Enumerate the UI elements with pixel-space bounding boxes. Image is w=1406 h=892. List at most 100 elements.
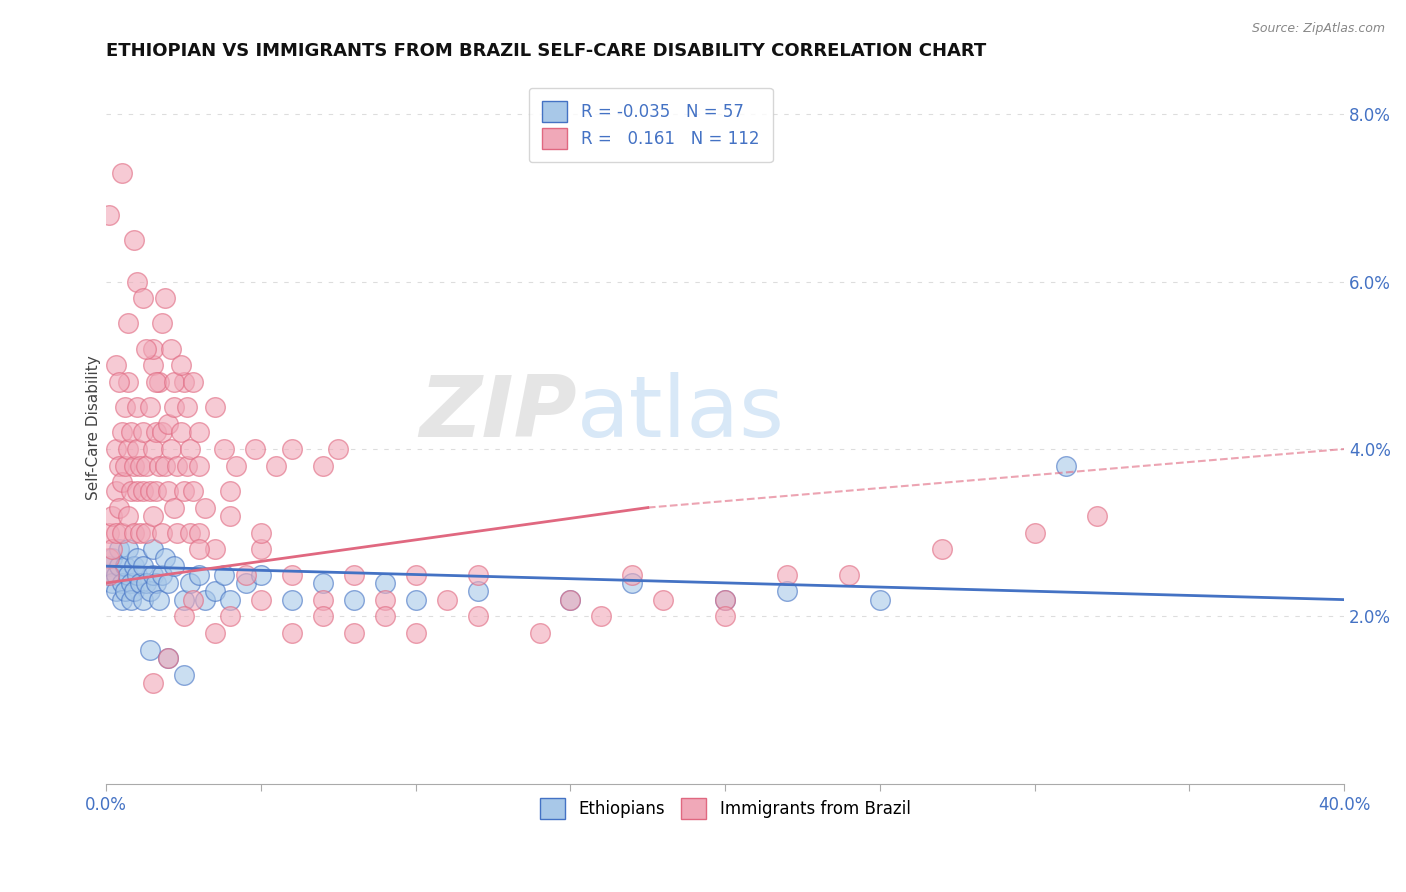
Point bbox=[181, 592, 204, 607]
Point bbox=[467, 584, 489, 599]
Point bbox=[117, 567, 139, 582]
Point bbox=[127, 550, 149, 565]
Text: ETHIOPIAN VS IMMIGRANTS FROM BRAZIL SELF-CARE DISABILITY CORRELATION CHART: ETHIOPIAN VS IMMIGRANTS FROM BRAZIL SELF… bbox=[107, 42, 987, 60]
Point bbox=[869, 592, 891, 607]
Point bbox=[129, 575, 152, 590]
Point bbox=[157, 575, 180, 590]
Point bbox=[117, 542, 139, 557]
Point bbox=[266, 458, 288, 473]
Point bbox=[98, 550, 121, 565]
Point bbox=[776, 567, 799, 582]
Point bbox=[145, 483, 167, 498]
Point bbox=[621, 575, 644, 590]
Legend: Ethiopians, Immigrants from Brazil: Ethiopians, Immigrants from Brazil bbox=[533, 791, 917, 825]
Point bbox=[138, 643, 160, 657]
Point bbox=[188, 458, 211, 473]
Point bbox=[145, 375, 167, 389]
Text: ZIP: ZIP bbox=[419, 372, 576, 455]
Point bbox=[114, 559, 136, 574]
Point bbox=[104, 584, 127, 599]
Point bbox=[219, 592, 242, 607]
Point bbox=[560, 592, 582, 607]
Point bbox=[838, 567, 860, 582]
Point bbox=[250, 542, 273, 557]
Point bbox=[129, 458, 152, 473]
Point bbox=[179, 442, 201, 456]
Point bbox=[176, 458, 198, 473]
Point bbox=[135, 342, 157, 356]
Point bbox=[166, 525, 188, 540]
Point bbox=[250, 567, 273, 582]
Point bbox=[281, 626, 304, 640]
Point bbox=[343, 567, 366, 582]
Point bbox=[142, 676, 165, 690]
Point bbox=[343, 626, 366, 640]
Point bbox=[111, 525, 134, 540]
Point bbox=[150, 567, 173, 582]
Point bbox=[405, 592, 427, 607]
Point bbox=[281, 592, 304, 607]
Point bbox=[250, 525, 273, 540]
Point bbox=[621, 567, 644, 582]
Point bbox=[194, 500, 217, 515]
Point bbox=[173, 483, 195, 498]
Point bbox=[153, 550, 176, 565]
Point bbox=[104, 442, 127, 456]
Point bbox=[117, 375, 139, 389]
Point bbox=[467, 609, 489, 624]
Point bbox=[114, 400, 136, 414]
Point bbox=[312, 592, 335, 607]
Point bbox=[142, 542, 165, 557]
Point bbox=[101, 550, 124, 565]
Point bbox=[120, 575, 142, 590]
Point bbox=[122, 233, 145, 247]
Point bbox=[117, 508, 139, 523]
Point bbox=[114, 458, 136, 473]
Point bbox=[225, 458, 247, 473]
Point bbox=[163, 375, 186, 389]
Point bbox=[98, 567, 121, 582]
Point bbox=[135, 525, 157, 540]
Point bbox=[374, 592, 396, 607]
Point bbox=[142, 342, 165, 356]
Point bbox=[166, 458, 188, 473]
Point bbox=[1054, 458, 1077, 473]
Point bbox=[138, 483, 160, 498]
Point bbox=[219, 483, 242, 498]
Point bbox=[204, 626, 226, 640]
Point bbox=[188, 525, 211, 540]
Point bbox=[127, 567, 149, 582]
Point bbox=[104, 483, 127, 498]
Point bbox=[173, 668, 195, 682]
Point bbox=[173, 609, 195, 624]
Point bbox=[204, 542, 226, 557]
Point bbox=[529, 626, 551, 640]
Point bbox=[150, 525, 173, 540]
Point bbox=[148, 375, 170, 389]
Point bbox=[243, 442, 266, 456]
Point bbox=[142, 359, 165, 373]
Point bbox=[1024, 525, 1046, 540]
Point bbox=[157, 483, 180, 498]
Point bbox=[132, 483, 155, 498]
Point bbox=[163, 500, 186, 515]
Text: atlas: atlas bbox=[576, 372, 785, 455]
Point bbox=[173, 375, 195, 389]
Y-axis label: Self-Care Disability: Self-Care Disability bbox=[86, 356, 101, 500]
Point bbox=[150, 425, 173, 440]
Point bbox=[181, 483, 204, 498]
Point bbox=[111, 425, 134, 440]
Point bbox=[129, 525, 152, 540]
Point bbox=[122, 584, 145, 599]
Point bbox=[120, 425, 142, 440]
Point bbox=[107, 500, 129, 515]
Point bbox=[132, 592, 155, 607]
Point bbox=[405, 567, 427, 582]
Point bbox=[204, 584, 226, 599]
Point bbox=[135, 575, 157, 590]
Point bbox=[132, 425, 155, 440]
Point bbox=[153, 458, 176, 473]
Point bbox=[160, 442, 183, 456]
Point bbox=[98, 525, 121, 540]
Point bbox=[235, 575, 257, 590]
